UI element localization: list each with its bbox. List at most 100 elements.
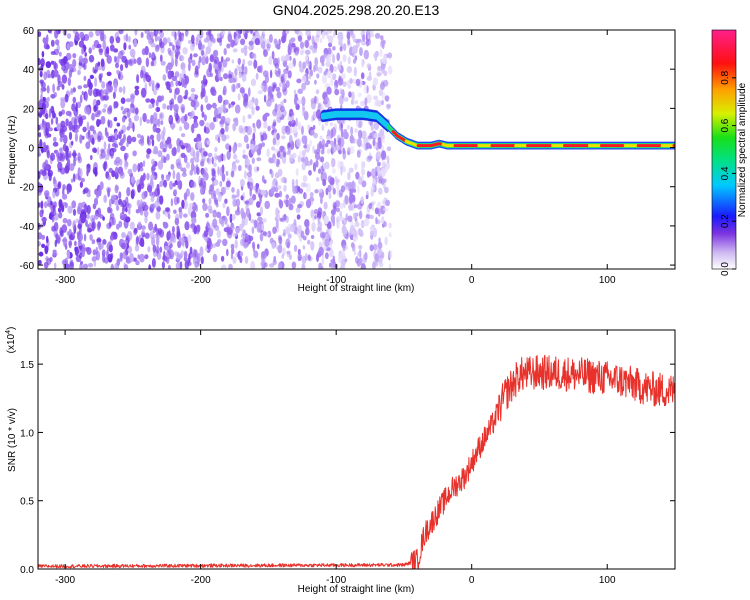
noise-blob: [97, 221, 101, 231]
noise-blob: [131, 188, 136, 198]
noise-blob: [146, 173, 150, 181]
noise-blob: [114, 143, 119, 149]
noise-blob: [150, 194, 155, 203]
noise-blob: [374, 51, 378, 62]
noise-blob: [107, 253, 113, 263]
noise-blob: [100, 58, 105, 68]
noise-blob: [136, 235, 139, 245]
noise-blob: [288, 134, 293, 145]
noise-blob: [300, 230, 305, 239]
noise-blob: [289, 56, 292, 61]
noise-blob: [322, 172, 327, 182]
noise-blob: [288, 197, 292, 206]
noise-blob: [219, 166, 224, 177]
noise-blob: [205, 222, 211, 231]
noise-blob: [148, 264, 152, 269]
noise-blob: [160, 120, 164, 126]
noise-blob: [82, 57, 88, 65]
noise-blob: [220, 255, 225, 262]
noise-blob: [369, 225, 375, 232]
noise-blob: [246, 125, 252, 136]
noise-blob: [52, 141, 59, 147]
noise-blob: [158, 112, 165, 121]
noise-blob: [222, 59, 228, 68]
noise-blob: [175, 261, 182, 269]
noise-blob: [278, 237, 283, 245]
noise-blob: [301, 125, 304, 135]
noise-blob: [274, 63, 280, 69]
noise-blob: [53, 136, 57, 142]
noise-blob: [102, 40, 107, 50]
noise-blob: [237, 142, 242, 148]
noise-blob: [336, 187, 340, 197]
noise-blob: [318, 188, 323, 193]
noise-blob: [98, 243, 104, 250]
noise-blob: [38, 152, 41, 157]
noise-blob: [155, 106, 160, 113]
noise-blob: [69, 90, 74, 95]
noise-blob: [120, 64, 124, 72]
noise-blob: [365, 38, 371, 46]
noise-blob: [285, 227, 291, 235]
noise-blob: [145, 98, 151, 103]
snr-series-line: [38, 354, 675, 569]
noise-blob: [157, 118, 161, 128]
noise-blob: [189, 43, 195, 51]
noise-blob: [113, 117, 118, 122]
noise-blob: [180, 250, 185, 256]
noise-blob: [254, 38, 260, 46]
snr-y-ticks: 0.0 0.5 1.0 1.5: [20, 360, 675, 576]
noise-blob: [202, 203, 208, 211]
noise-blob: [42, 96, 46, 102]
noise-blob: [135, 260, 140, 266]
noise-blob: [348, 91, 352, 98]
noise-blob: [310, 235, 315, 239]
noise-blob: [40, 107, 46, 115]
noise-blob: [98, 73, 102, 81]
noise-blob: [129, 221, 135, 230]
noise-blob: [74, 132, 78, 142]
noise-blob: [240, 47, 245, 54]
noise-blob: [50, 118, 54, 125]
noise-blob: [111, 147, 117, 153]
noise-blob: [140, 135, 145, 144]
noise-blob: [304, 80, 311, 86]
noise-blob: [231, 248, 235, 255]
noise-blob: [241, 218, 246, 228]
noise-blob: [231, 214, 236, 221]
noise-blob: [161, 174, 164, 179]
noise-blob: [200, 90, 205, 97]
noise-blob: [159, 41, 165, 49]
noise-blob: [244, 66, 248, 75]
y-tick-label: 60: [23, 26, 35, 37]
noise-blob: [53, 178, 58, 188]
noise-blob: [297, 88, 304, 95]
noise-blob: [107, 119, 110, 128]
noise-blob: [301, 135, 307, 144]
noise-blob: [133, 227, 138, 234]
noise-blob: [115, 156, 121, 164]
noise-blob: [298, 188, 304, 194]
noise-blob: [109, 234, 115, 241]
noise-blob: [377, 65, 383, 72]
noise-blob: [244, 233, 249, 240]
noise-blob: [134, 85, 140, 90]
noise-blob: [322, 231, 326, 239]
noise-blob: [297, 204, 303, 209]
noise-blob: [375, 99, 380, 106]
noise-blob: [42, 37, 47, 44]
noise-blob: [273, 38, 278, 45]
noise-blob: [286, 250, 291, 255]
noise-blob: [301, 162, 306, 171]
noise-blob: [226, 206, 230, 217]
noise-blob: [358, 229, 364, 235]
noise-blob: [285, 30, 290, 35]
noise-blob: [171, 123, 175, 130]
x-tick-label: -300: [55, 275, 75, 286]
noise-blob: [244, 200, 250, 205]
noise-blob: [200, 104, 204, 112]
noise-blob: [374, 253, 379, 263]
noise-blob: [357, 252, 361, 257]
y-tick-label: 0: [28, 144, 34, 155]
noise-blob: [79, 31, 85, 38]
